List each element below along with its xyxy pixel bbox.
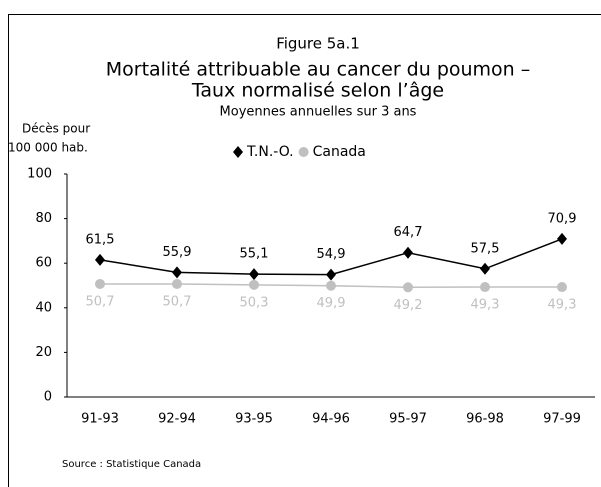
point xyxy=(249,268,259,281)
data-label: 57,5 xyxy=(471,241,500,256)
data-label: 55,1 xyxy=(240,247,269,262)
x-tick-label: 97-99 xyxy=(543,412,581,427)
x-tick-label: 95-97 xyxy=(389,412,427,427)
y-tick-label: 20 xyxy=(35,345,52,360)
y-axis-label: Décès pour xyxy=(22,122,90,136)
y-tick-label: 60 xyxy=(35,256,52,271)
point xyxy=(403,282,413,293)
y-tick-label: 80 xyxy=(35,211,52,226)
point xyxy=(326,280,336,291)
y-tick-label: 40 xyxy=(35,300,52,315)
point xyxy=(326,268,336,281)
data-label: 61,5 xyxy=(86,232,115,247)
point xyxy=(480,282,490,293)
source: Source : Statistique Canada xyxy=(62,459,201,470)
legend-label: Canada xyxy=(313,144,366,160)
point xyxy=(480,262,490,275)
point xyxy=(172,278,182,289)
data-label: 50,7 xyxy=(163,294,192,309)
point xyxy=(172,266,182,279)
y-tick-label: 100 xyxy=(27,167,52,182)
legend-marker xyxy=(233,146,243,158)
point xyxy=(249,279,259,290)
y-axis-label: 100 000 hab. xyxy=(8,141,88,155)
point xyxy=(403,246,413,259)
frame xyxy=(8,14,601,487)
data-label: 49,3 xyxy=(471,298,500,313)
data-label: 54,9 xyxy=(317,247,346,262)
data-label: 64,7 xyxy=(394,225,423,240)
data-label: 55,9 xyxy=(163,245,192,260)
legend-label: T.N.-O. xyxy=(246,144,294,160)
x-tick-label: 91-93 xyxy=(81,412,119,427)
x-tick-label: 93-95 xyxy=(235,412,273,427)
chart-subtitle: Moyennes annuelles sur 3 ans xyxy=(220,105,417,120)
point xyxy=(557,282,567,293)
data-label: 49,2 xyxy=(394,298,423,313)
x-tick-label: 96-98 xyxy=(466,412,504,427)
point xyxy=(95,278,105,289)
data-label: 70,9 xyxy=(548,211,577,226)
data-label: 49,3 xyxy=(548,298,577,313)
x-tick-label: 94-96 xyxy=(312,412,350,427)
x-tick-label: 92-94 xyxy=(158,412,196,427)
point xyxy=(557,232,567,245)
data-label: 49,9 xyxy=(317,296,346,311)
data-label: 50,3 xyxy=(240,295,269,310)
legend-marker xyxy=(298,147,309,157)
point xyxy=(95,253,105,266)
y-tick-label: 0 xyxy=(44,390,52,405)
chart-title: Mortalité attribuable au cancer du poumo… xyxy=(106,59,531,81)
chart-title: Taux normalisé selon l’âge xyxy=(191,80,444,102)
chart-title: Figure 5a.1 xyxy=(276,35,360,53)
data-label: 50,7 xyxy=(86,294,115,309)
